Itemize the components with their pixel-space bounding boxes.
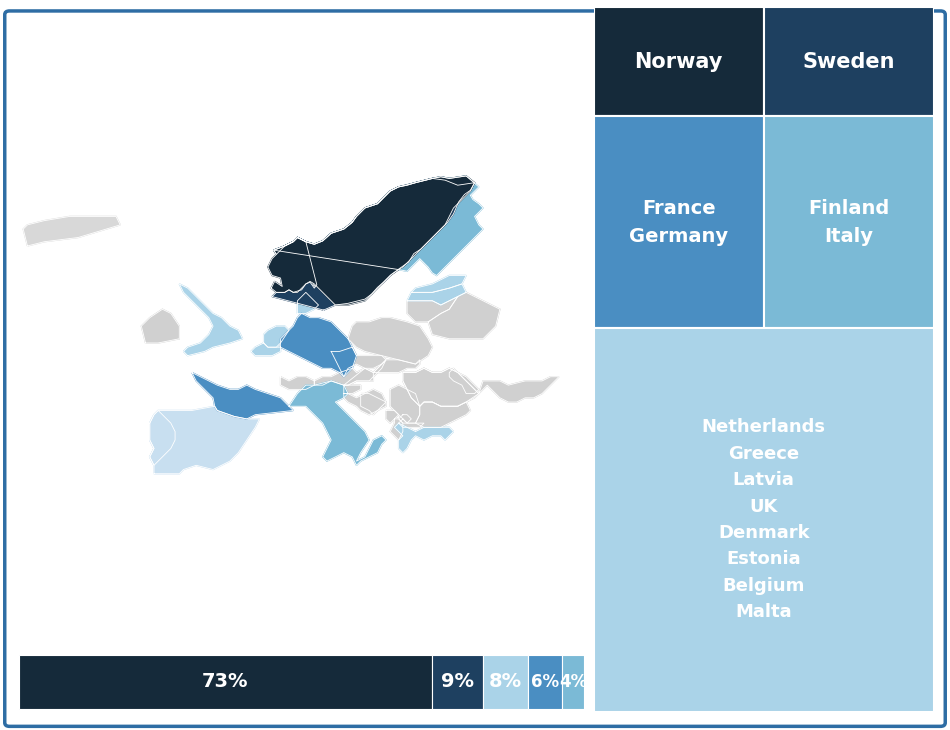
Polygon shape (344, 360, 386, 385)
Polygon shape (403, 369, 479, 407)
Bar (483, 655, 528, 709)
Polygon shape (274, 176, 483, 275)
Polygon shape (251, 343, 280, 356)
Bar (764, 7, 934, 117)
Polygon shape (408, 284, 466, 305)
Polygon shape (411, 275, 466, 292)
FancyBboxPatch shape (5, 11, 945, 726)
Polygon shape (449, 369, 479, 393)
Polygon shape (272, 178, 475, 310)
Polygon shape (373, 360, 420, 372)
Bar (19, 655, 431, 709)
Text: 8%: 8% (488, 672, 522, 691)
Text: Netherlands
Greece
Latvia
UK
Denmark
Estonia
Belgium
Malta: Netherlands Greece Latvia UK Denmark Est… (702, 418, 826, 621)
Polygon shape (192, 372, 294, 419)
Polygon shape (399, 415, 411, 423)
Bar (764, 117, 934, 328)
Text: 73%: 73% (202, 672, 249, 691)
Polygon shape (150, 407, 259, 474)
Polygon shape (264, 326, 289, 347)
Bar (527, 655, 561, 709)
Polygon shape (390, 385, 420, 423)
Polygon shape (344, 385, 361, 393)
Polygon shape (268, 176, 475, 305)
Polygon shape (332, 347, 386, 377)
Polygon shape (408, 296, 458, 322)
Polygon shape (314, 369, 373, 385)
Text: Finland
Italy: Finland Italy (808, 199, 889, 246)
Text: 4%: 4% (559, 673, 587, 691)
Polygon shape (394, 423, 453, 453)
Text: Sweden: Sweden (803, 52, 895, 72)
Polygon shape (280, 313, 356, 377)
Bar (594, 7, 764, 117)
Polygon shape (390, 419, 403, 440)
Bar (431, 655, 483, 709)
Polygon shape (180, 284, 242, 356)
Polygon shape (428, 292, 500, 339)
Text: 6%: 6% (531, 673, 559, 691)
Polygon shape (415, 402, 470, 427)
Polygon shape (289, 381, 386, 465)
Polygon shape (23, 216, 121, 246)
Polygon shape (348, 318, 432, 364)
Text: France
Germany: France Germany (629, 199, 729, 246)
Polygon shape (361, 393, 386, 415)
Polygon shape (150, 410, 175, 465)
Polygon shape (386, 410, 399, 423)
Polygon shape (399, 419, 424, 427)
Text: Norway: Norway (635, 52, 723, 72)
Text: 9%: 9% (441, 672, 473, 691)
Polygon shape (403, 369, 559, 407)
Bar (561, 655, 584, 709)
Bar (594, 328, 934, 712)
Polygon shape (142, 310, 180, 343)
Polygon shape (297, 292, 318, 313)
Polygon shape (344, 389, 386, 415)
Bar (594, 117, 764, 328)
Polygon shape (280, 377, 314, 389)
